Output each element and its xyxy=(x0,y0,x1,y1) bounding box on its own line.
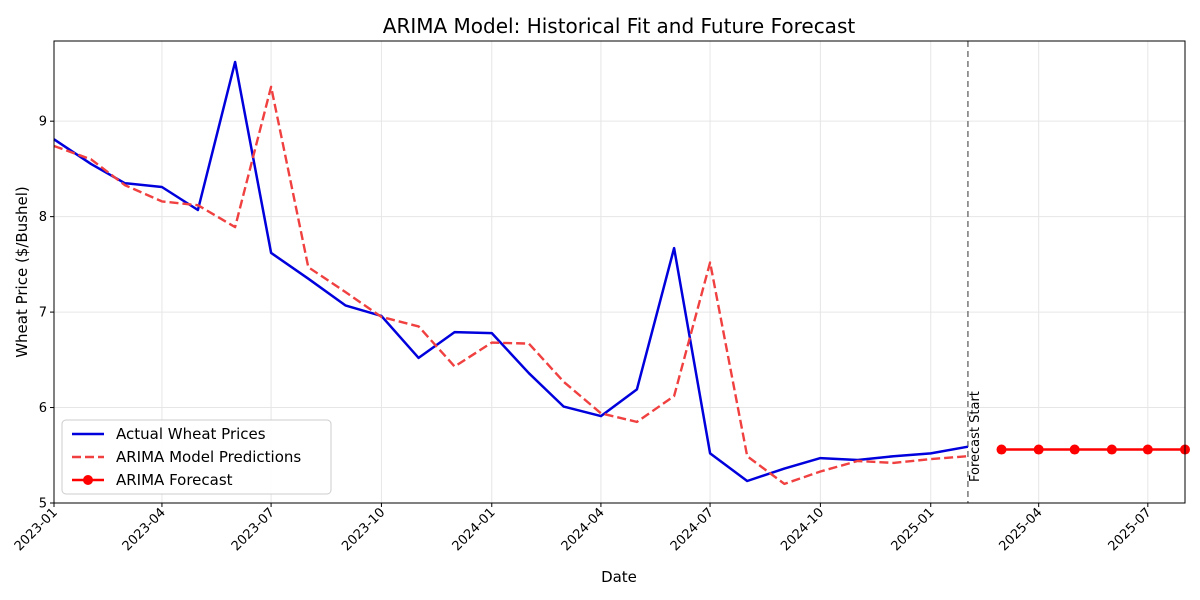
y-tick-label: 5 xyxy=(39,497,47,512)
forecast-start-label: Forecast Start xyxy=(968,391,983,482)
series-line-1 xyxy=(53,85,968,486)
forecast-marker xyxy=(996,444,1007,455)
x-tick-label: 2023-01 xyxy=(12,505,61,554)
y-tick-label: 6 xyxy=(39,401,47,416)
forecast-marker xyxy=(1069,444,1080,455)
x-tick-label: 2025-04 xyxy=(996,505,1045,554)
y-tick-label: 9 xyxy=(39,115,47,130)
legend-label: Actual Wheat Prices xyxy=(116,425,266,443)
legend: Actual Wheat Prices ARIMA Model Predictio… xyxy=(61,419,332,495)
y-tick-label: 8 xyxy=(39,210,47,225)
legend-marker xyxy=(83,475,93,485)
legend-box xyxy=(61,419,332,495)
forecast-marker xyxy=(1033,444,1044,455)
y-axis-label: Wheat Price ($/Bushel) xyxy=(13,186,31,358)
forecast-start-layer: Forecast Start xyxy=(967,41,983,503)
y-axis: 5 6 7 8 9 xyxy=(39,115,54,512)
series-line-0 xyxy=(53,60,969,483)
forecast-marker xyxy=(1142,444,1153,455)
x-tick-label: 2024-01 xyxy=(450,505,499,554)
chart-title: ARIMA Model: Historical Fit and Future F… xyxy=(383,14,856,38)
x-tick-label: 2024-04 xyxy=(559,505,608,554)
x-tick-label: 2023-10 xyxy=(339,505,388,554)
x-tick-label: 2023-07 xyxy=(229,505,278,554)
x-tick-label: 2024-07 xyxy=(668,505,717,554)
x-axis: 2023-01 2023-04 2023-07 2023-10 2024-01 2024-… xyxy=(12,503,1155,554)
plot-frame xyxy=(53,40,1186,504)
x-tick-label: 2024-10 xyxy=(778,505,827,554)
legend-label: ARIMA Model Predictions xyxy=(116,448,301,466)
series-layer xyxy=(53,60,1190,486)
x-tick-label: 2025-07 xyxy=(1106,505,1155,554)
x-tick-label: 2023-04 xyxy=(120,505,169,554)
y-tick-label: 7 xyxy=(39,306,47,321)
x-tick-label: 2025-01 xyxy=(889,505,938,554)
legend-label: ARIMA Forecast xyxy=(116,471,233,489)
x-axis-label: Date xyxy=(601,568,637,586)
forecast-marker xyxy=(1106,444,1117,455)
